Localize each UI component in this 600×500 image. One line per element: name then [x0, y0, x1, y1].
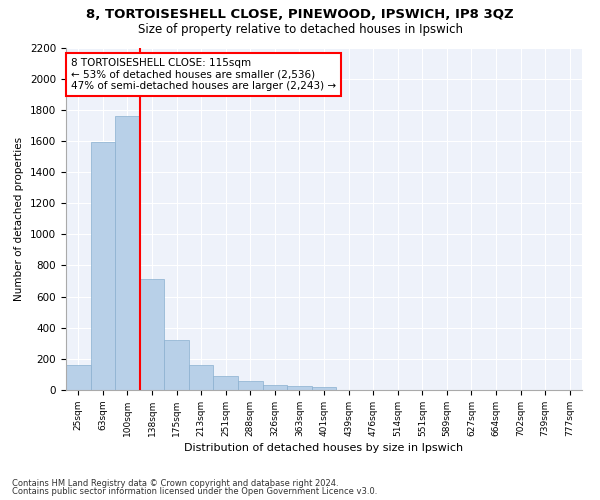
Bar: [140, 280, 164, 390]
Bar: [238, 382, 263, 390]
Bar: [66, 365, 91, 390]
Bar: [287, 386, 312, 390]
Bar: [312, 387, 336, 390]
Bar: [115, 116, 140, 390]
Text: Contains public sector information licensed under the Open Government Licence v3: Contains public sector information licen…: [12, 487, 377, 496]
Text: Size of property relative to detached houses in Ipswich: Size of property relative to detached ho…: [137, 22, 463, 36]
Bar: [91, 142, 115, 390]
Bar: [189, 365, 214, 390]
Y-axis label: Number of detached properties: Number of detached properties: [14, 136, 25, 301]
Text: 8, TORTOISESHELL CLOSE, PINEWOOD, IPSWICH, IP8 3QZ: 8, TORTOISESHELL CLOSE, PINEWOOD, IPSWIC…: [86, 8, 514, 20]
X-axis label: Distribution of detached houses by size in Ipswich: Distribution of detached houses by size …: [184, 443, 464, 453]
Text: 8 TORTOISESHELL CLOSE: 115sqm
← 53% of detached houses are smaller (2,536)
47% o: 8 TORTOISESHELL CLOSE: 115sqm ← 53% of d…: [71, 58, 336, 91]
Bar: [214, 376, 238, 390]
Bar: [263, 384, 287, 390]
Text: Contains HM Land Registry data © Crown copyright and database right 2024.: Contains HM Land Registry data © Crown c…: [12, 478, 338, 488]
Bar: [164, 340, 189, 390]
